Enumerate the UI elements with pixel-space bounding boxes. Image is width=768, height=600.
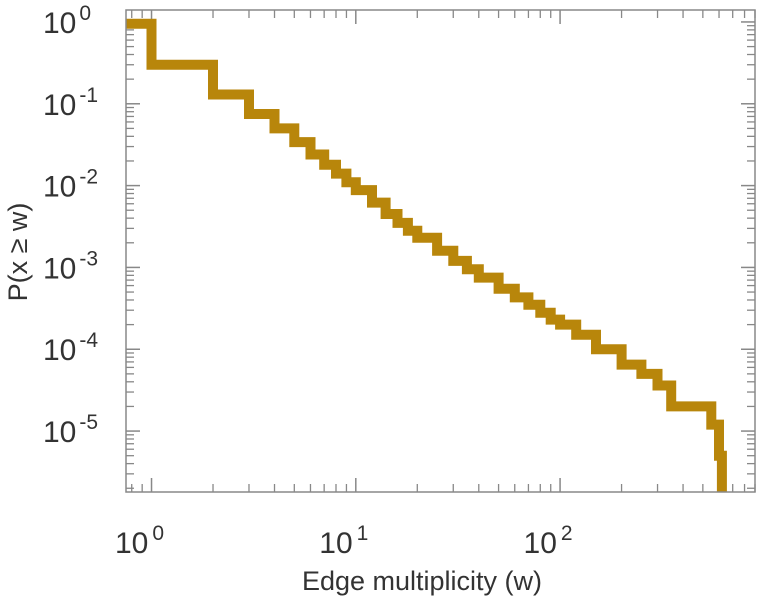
- x-tick-label: 10 1: [319, 522, 368, 560]
- y-tick-label: 10 -5: [43, 411, 98, 449]
- x-tick-labels: 10 0 10 1 10 2: [115, 522, 573, 560]
- y-tick-label: 10 -4: [43, 329, 98, 367]
- y-axis-title: P(x ≥ w): [3, 203, 33, 302]
- ccdf-series-line: [126, 18, 727, 492]
- x-tick-label: 10 2: [524, 522, 573, 560]
- x-tick-label: 10 0: [115, 522, 164, 560]
- plot-frame: [125, 9, 756, 493]
- y-tick-label: 10 -1: [43, 84, 98, 122]
- minor-ticks: [126, 10, 756, 492]
- series-layer: [126, 18, 727, 492]
- x-axis-title: Edge multiplicity (w): [302, 566, 542, 596]
- y-tick-label: 10 0: [43, 2, 91, 40]
- y-tick-label: 10 -2: [43, 166, 98, 204]
- y-tick-label: 10 -3: [43, 247, 98, 285]
